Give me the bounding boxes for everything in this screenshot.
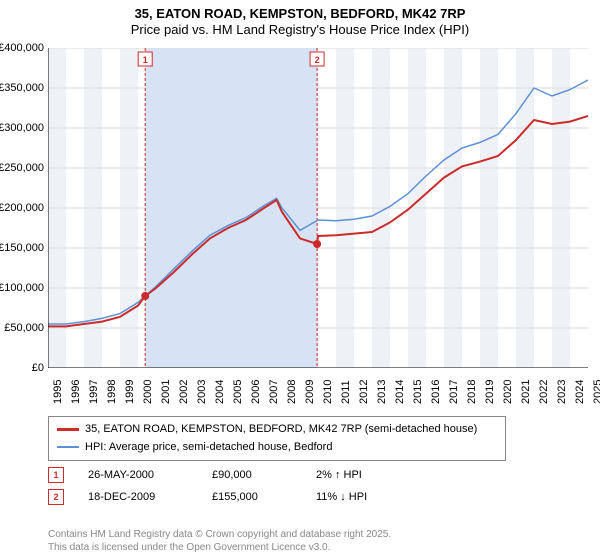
- x-tick-label: 2018: [466, 380, 478, 404]
- x-tick-label: 2017: [448, 380, 460, 404]
- sale-date-1: 26-MAY-2000: [88, 469, 188, 481]
- chart-container: 35, EATON ROAD, KEMPSTON, BEDFORD, MK42 …: [0, 0, 600, 560]
- x-tick-label: 2024: [574, 380, 586, 404]
- y-tick-label: £100,000: [0, 282, 44, 294]
- legend-row-property: 35, EATON ROAD, KEMPSTON, BEDFORD, MK42 …: [57, 421, 497, 439]
- x-tick-label: 2008: [286, 380, 298, 404]
- footer-line-1: Contains HM Land Registry data © Crown c…: [48, 529, 391, 542]
- sale-price-2: £155,000: [212, 491, 292, 503]
- x-tick-label: 2023: [556, 380, 568, 404]
- legend-swatch-hpi: [57, 446, 79, 448]
- footer: Contains HM Land Registry data © Crown c…: [48, 529, 391, 554]
- x-tick-label: 2016: [430, 380, 442, 404]
- x-tick-label: 2000: [142, 380, 154, 404]
- y-tick-label: £350,000: [0, 82, 44, 94]
- x-tick-label: 2001: [160, 380, 172, 404]
- x-tick-label: 2012: [358, 380, 370, 404]
- x-tick-label: 2004: [214, 380, 226, 404]
- y-tick-label: £150,000: [0, 242, 44, 254]
- x-tick-label: 2013: [376, 380, 388, 404]
- y-tick-label: £0: [32, 362, 44, 374]
- x-tick-label: 2005: [232, 380, 244, 404]
- title-line-2: Price paid vs. HM Land Registry's House …: [0, 22, 600, 38]
- y-tick-label: £200,000: [0, 202, 44, 214]
- x-tick-label: 1998: [106, 380, 118, 404]
- x-tick-label: 2006: [250, 380, 262, 404]
- legend-row-hpi: HPI: Average price, semi-detached house,…: [57, 439, 497, 457]
- x-tick-label: 2014: [394, 380, 406, 404]
- x-axis-labels: 1995 1996 1997 1998 1999 2000 2001 2002 2003 2004…: [48, 372, 588, 412]
- x-tick-label: 2003: [196, 380, 208, 404]
- sales-table: 1 26-MAY-2000 £90,000 2% ↑ HPI 2 18-DEC-…: [48, 464, 436, 508]
- y-tick-label: £300,000: [0, 122, 44, 134]
- x-tick-label: 1996: [70, 380, 82, 404]
- svg-text:1: 1: [143, 55, 148, 65]
- y-tick-label: £50,000: [4, 322, 44, 334]
- sale-pct-1: 2% ↑ HPI: [316, 469, 436, 481]
- x-tick-label: 2015: [412, 380, 424, 404]
- x-tick-label: 1999: [124, 380, 136, 404]
- sale-price-1: £90,000: [212, 469, 292, 481]
- legend-box: 35, EATON ROAD, KEMPSTON, BEDFORD, MK42 …: [48, 416, 506, 461]
- sale-pct-2: 11% ↓ HPI: [316, 491, 436, 503]
- sale-date-2: 18-DEC-2009: [88, 491, 188, 503]
- x-tick-label: 2022: [538, 380, 550, 404]
- sale-marker-2: 2: [48, 489, 64, 505]
- x-tick-label: 2007: [268, 380, 280, 404]
- x-tick-label: 1995: [52, 380, 64, 404]
- svg-text:2: 2: [315, 55, 320, 65]
- x-tick-label: 2010: [322, 380, 334, 404]
- x-tick-label: 2020: [502, 380, 514, 404]
- x-tick-label: 2011: [340, 380, 352, 404]
- sale-marker-1: 1: [48, 467, 64, 483]
- y-axis-labels: £0£50,000£100,000£150,000£200,000£250,00…: [0, 48, 46, 368]
- sales-row-1: 1 26-MAY-2000 £90,000 2% ↑ HPI: [48, 464, 436, 486]
- legend-label-property: 35, EATON ROAD, KEMPSTON, BEDFORD, MK42 …: [85, 421, 477, 439]
- sales-row-2: 2 18-DEC-2009 £155,000 11% ↓ HPI: [48, 486, 436, 508]
- x-tick-label: 2019: [484, 380, 496, 404]
- x-tick-label: 2009: [304, 380, 316, 404]
- x-tick-label: 2025: [592, 380, 600, 404]
- legend-swatch-property: [57, 428, 79, 431]
- title-block: 35, EATON ROAD, KEMPSTON, BEDFORD, MK42 …: [0, 0, 600, 39]
- title-line-1: 35, EATON ROAD, KEMPSTON, BEDFORD, MK42 …: [0, 6, 600, 22]
- y-tick-label: £400,000: [0, 42, 44, 54]
- legend-label-hpi: HPI: Average price, semi-detached house,…: [85, 439, 332, 457]
- x-tick-label: 2021: [520, 380, 532, 404]
- footer-line-2: This data is licensed under the Open Gov…: [48, 542, 391, 555]
- y-tick-label: £250,000: [0, 162, 44, 174]
- chart-svg: 12: [48, 48, 588, 368]
- x-tick-label: 2002: [178, 380, 190, 404]
- x-tick-label: 1997: [88, 380, 100, 404]
